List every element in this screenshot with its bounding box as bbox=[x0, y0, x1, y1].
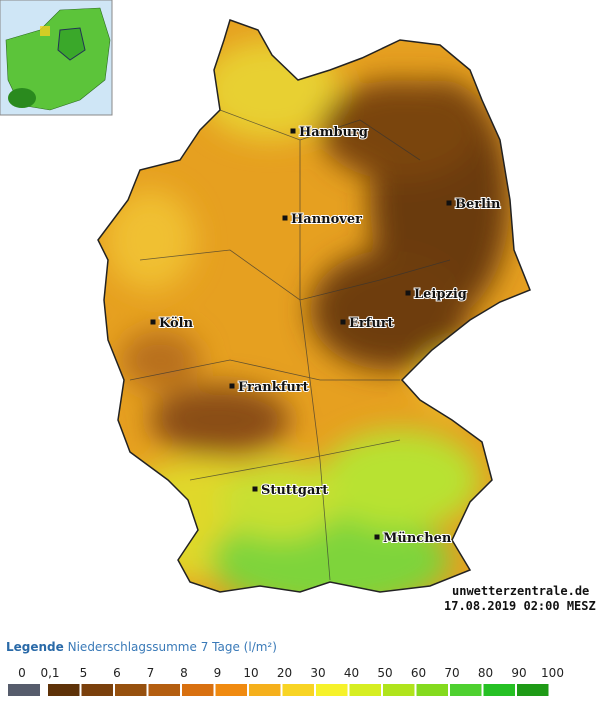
legend-tick-label: 0 bbox=[18, 666, 26, 680]
city-layer: Hamburg Hannover Berlin Leipzig Erfurt Köln Fr… bbox=[150, 124, 502, 547]
city-dot bbox=[446, 200, 452, 206]
legend-swatch bbox=[349, 684, 381, 696]
weather-map: Hamburg Hannover Berlin Leipzig Erfurt Köln Fr… bbox=[0, 0, 596, 613]
legend-swatch bbox=[517, 684, 549, 696]
legend-swatch bbox=[182, 684, 214, 696]
city-label: Hamburg bbox=[299, 125, 368, 140]
legend-swatch bbox=[383, 684, 415, 696]
legend-swatch bbox=[215, 684, 247, 696]
city-label: Leipzig bbox=[414, 287, 467, 302]
legend-tick-label: 60 bbox=[411, 666, 426, 680]
legend-swatch bbox=[416, 684, 448, 696]
legend-header: Legende Niederschlagssumme 7 Tage (l/m²) bbox=[6, 640, 277, 654]
legend-swatch bbox=[81, 684, 113, 696]
legend-tick-label: 6 bbox=[113, 666, 121, 680]
legend-swatch bbox=[450, 684, 482, 696]
legend-tick-label: 8 bbox=[180, 666, 188, 680]
legend-swatch bbox=[249, 684, 281, 696]
legend-swatch bbox=[48, 684, 80, 696]
city-label: Berlin bbox=[455, 197, 501, 212]
legend-tick-label: 0,1 bbox=[40, 666, 59, 680]
legend-swatch bbox=[282, 684, 314, 696]
legend-tick-label: 80 bbox=[478, 666, 493, 680]
legend-unit: (l/m²) bbox=[243, 640, 277, 654]
city-label: München bbox=[383, 531, 452, 546]
legend-swatch bbox=[148, 684, 180, 696]
city-dot bbox=[290, 128, 296, 134]
legend-label: Legende bbox=[6, 640, 64, 654]
legend-tick-label: 5 bbox=[80, 666, 88, 680]
timestamp: 17.08.2019 02:00 MESZ bbox=[444, 599, 596, 613]
legend-swatch bbox=[8, 684, 40, 696]
legend-tick-label: 10 bbox=[243, 666, 258, 680]
source-label: unwetterzentrale.de bbox=[452, 584, 589, 598]
city-dot bbox=[374, 534, 380, 540]
legend-tick-label: 9 bbox=[214, 666, 222, 680]
legend-tick-label: 20 bbox=[277, 666, 292, 680]
city-dot bbox=[252, 486, 258, 492]
germany-field bbox=[98, 20, 530, 592]
city-label: Stuttgart bbox=[261, 483, 328, 498]
legend-tick-label: 30 bbox=[310, 666, 325, 680]
legend-swatch bbox=[316, 684, 348, 696]
border bbox=[97, 19, 531, 593]
city-dot bbox=[229, 383, 235, 389]
legend-tick-label: 7 bbox=[147, 666, 155, 680]
city-dot bbox=[340, 319, 346, 325]
legend: 0 0,1 5 6 7 8 9 10 20 30 40 50 60 70 80 90 100 bbox=[8, 666, 564, 696]
legend-tick-label: 40 bbox=[344, 666, 359, 680]
legend-tick-label: 50 bbox=[377, 666, 392, 680]
legend-swatch bbox=[483, 684, 515, 696]
city-dot bbox=[150, 319, 156, 325]
city-label: Köln bbox=[159, 316, 194, 331]
inset-map bbox=[0, 0, 113, 116]
city-dot bbox=[282, 215, 288, 221]
legend-tick-label: 100 bbox=[541, 666, 564, 680]
city-label: Frankfurt bbox=[238, 380, 309, 395]
legend-tick-label: 70 bbox=[444, 666, 459, 680]
city-label: Erfurt bbox=[349, 316, 394, 331]
legend-tick-label: 90 bbox=[511, 666, 526, 680]
state-borders bbox=[129, 109, 451, 581]
legend-swatch bbox=[115, 684, 147, 696]
legend-title: Niederschlagssumme 7 Tage bbox=[67, 640, 240, 654]
city-label: Hannover bbox=[291, 212, 362, 227]
city-dot bbox=[405, 290, 411, 296]
